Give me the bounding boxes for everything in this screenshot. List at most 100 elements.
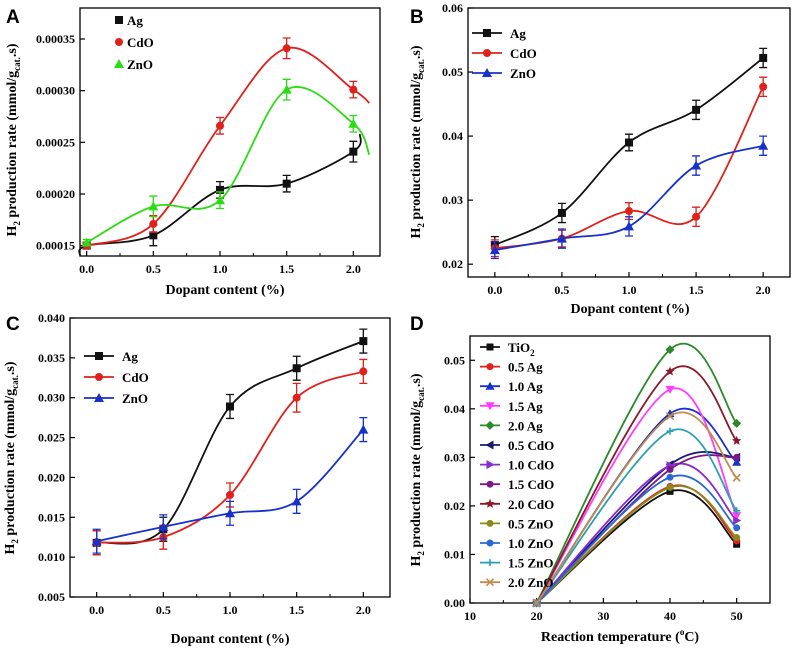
panel-d-point-1-5-cdo [666,466,674,473]
panel-d-ytick-label: 0.00 [444,596,465,610]
legend-marker-zno [482,68,492,77]
panel-d: D Reaction temperature (oC) H2 productio… [409,314,771,645]
panel-d-xtick-label: 30 [597,609,609,623]
panel-b-point-ag [759,53,768,62]
legend-marker-cdo [95,373,103,381]
panel-c-series-zno [91,416,369,554]
panel-d-point-1-5-ag [732,512,742,521]
panel-a: A Dopant content (%) H2 production rate … [5,7,381,298]
panel-d-line-1-0-cdo [536,462,738,604]
panel-a-point-cdo [282,44,291,53]
panel-b-ylabel: H2 production rate (mmol/gcat..s) [409,45,426,238]
panel-b-xtick-label: 2.0 [756,283,771,297]
panel-a-letter: A [6,7,20,28]
legend-label-1-0-ag: 1.0 Ag [508,379,543,394]
panel-d-xtick-label: 40 [664,609,676,623]
panel-d-ytick-label: 0.05 [444,353,465,367]
legend-label-ag: Ag [127,13,143,28]
panel-c-xtick-label: 1.5 [289,603,304,617]
panel-c-ylabel-text: H2 production rate (mmol/gcat..s) [3,361,20,554]
legend-label-1-0-zno: 1.0 ZnO [508,536,554,551]
legend-marker-2-0-cdo [485,498,495,508]
legend-label-0-5-ag: 0.5 Ag [508,360,543,375]
panel-a-point-cdo [349,85,358,94]
panel-d-series-2-0-zno [532,411,741,608]
panel-c-point-zno [158,521,169,531]
panel-d-ytick-label: 0.03 [444,450,465,464]
legend-label-ag: Ag [122,349,138,364]
panel-a-xtick-label: 2.0 [346,262,361,276]
panel-c-xtick-label: 0.5 [156,603,171,617]
legend-label-2-0-ag: 2.0 Ag [508,418,543,433]
panel-d-line-2-0-zno [535,411,738,604]
panel-d-point-2-0-ag [665,345,675,355]
panel-b-point-zno [556,233,567,243]
panel-b-point-zno [758,140,769,150]
legend-label-ag: Ag [510,26,526,41]
panel-c-point-zno [358,424,369,434]
panel-d-line-2-0-cdo [535,365,738,604]
panel-a-legend: Ag CdO ZnO [114,13,154,72]
panel-d-point-1-5-cdo [733,453,741,461]
panel-b: B Dopant content (%) H2 production rate … [409,1,791,317]
legend-marker-1-0-cdo [486,460,495,470]
panel-c-ytick-label: 0.030 [38,391,65,405]
panel-b-xlabel: Dopant content (%) [571,302,690,317]
panel-b-point-ag [557,208,566,217]
panel-c-point-cdo [359,367,368,376]
panel-d-point-2-0-cdo [665,366,675,376]
legend-label-cdo: CdO [510,46,537,61]
panel-b-xtick-label: 1.5 [689,283,704,297]
panel-c-ytick-label: 0.015 [38,510,65,524]
legend-marker-1-5-zno [486,559,494,567]
panel-d-series-2-0-ag [532,342,742,608]
panel-d-point-2-0-zno [732,473,741,482]
panel-a-ytick-label: 0.00025 [36,135,75,149]
panel-c-frame [69,317,391,598]
panel-d-series-1-0-cdo [533,461,742,608]
panel-d-line-1-5-zno [535,428,738,604]
panel-d-ylabel-text: H2 production rate (mmol/gcat..s) [409,373,426,566]
panel-c-point-cdo [292,393,301,402]
panel-b-ylabel-text: H2 production rate (mmol/gcat..s) [409,45,426,238]
panel-c-xtick-label: 2.0 [356,603,371,617]
panel-d-point-2-0-ag [732,418,742,428]
panel-d-point-1-5-ag [665,385,675,394]
panel-d-letter: D [410,314,424,335]
panel-a-series-cdo [82,37,370,250]
panel-a-ylabel-text: H2 production rate (mmol/gcat..s) [5,43,22,236]
legend-label-cdo: CdO [127,35,154,50]
panel-a-ytick-label: 0.00015 [36,239,75,253]
panel-a-point-zno [281,84,292,94]
panel-d-point-1-0-cdo [733,515,742,525]
panel-b-ytick-label: 0.03 [442,193,463,207]
panel-d-point-1-5-zno [733,507,741,515]
panel-a-line-zno [86,86,371,244]
panel-d-xlabel: Reaction temperature (oC) [541,627,700,645]
panel-b-point-zno [489,245,500,255]
panel-d-line-2-0-ag [535,342,738,604]
panel-b-letter: B [410,7,424,28]
legend-label-2-0-cdo: 2.0 CdO [508,497,554,512]
panel-d-xtick-label: 50 [731,609,743,623]
legend-label-tio2: TiO2 [508,340,535,358]
panel-d-point-2-0-cdo [731,435,742,445]
panel-a-point-ag [349,147,358,156]
panel-d-series-1-5-cdo [533,453,741,607]
panel-d-point-tio2 [666,487,674,495]
panel-a-point-zno [348,118,359,128]
panel-a-frame [79,7,381,257]
panel-a-xtick-label: 1.0 [213,262,228,276]
legend-label-2-0-zno: 2.0 ZnO [508,575,554,590]
panel-c-ytick-label: 0.040 [38,311,65,325]
panel-c-xtick-label: 0.0 [89,603,104,617]
panel-d-legend: TiO2 0.5 Ag 1.0 Ag 1.5 Ag 2.0 Ag 0.5 CdO 1.0 C… [480,340,554,590]
panel-b-series-zno [489,135,769,260]
panel-d-point-1-0-ag [732,457,742,466]
panel-a-ytick-label: 0.00030 [36,84,75,98]
legend-marker-2-0-zno [485,578,495,587]
legend-label-1-5-zno: 1.5 ZnO [508,556,554,571]
legend-marker-ag [115,16,123,24]
panel-d-series-2-0-cdo [531,365,742,608]
panel-b-ytick-label: 0.02 [442,257,463,271]
